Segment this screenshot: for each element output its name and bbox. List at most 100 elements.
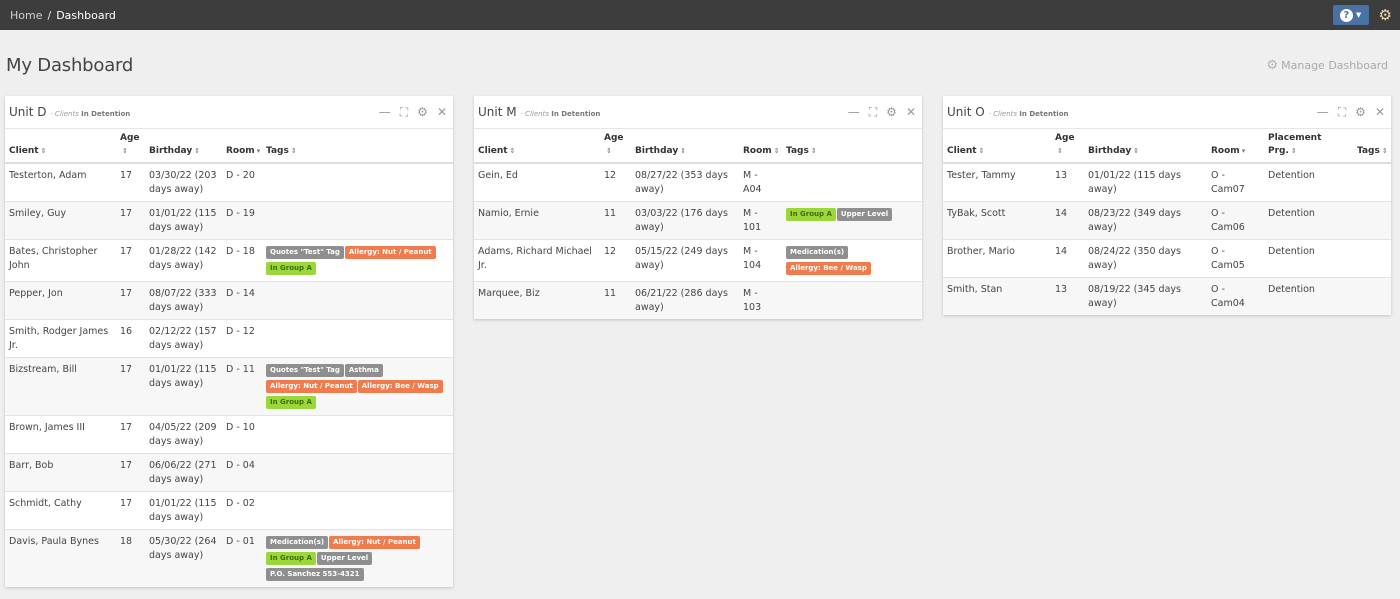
sort-icon[interactable]: ⇕ [509, 147, 516, 155]
cell-client[interactable]: Adams, Richard Michael Jr. [474, 239, 600, 282]
sort-icon[interactable]: ⇕ [810, 147, 817, 155]
cell-client[interactable]: Schmidt, Cathy [5, 491, 116, 530]
sort-icon[interactable]: ⇕ [290, 147, 297, 155]
close-icon[interactable]: ✕ [1374, 105, 1385, 119]
column-header-room[interactable]: Room ▾ [1207, 129, 1264, 164]
table-row[interactable]: Marquee, Biz 11 06/21/22 (286 days away) M … [474, 281, 922, 319]
cell-client[interactable]: Barr, Bob [5, 453, 116, 492]
cell-client[interactable]: Marquee, Biz [474, 281, 600, 319]
cell-client[interactable]: Namio, Ernie [474, 201, 600, 240]
expand-icon[interactable]: ⛶ [1337, 105, 1347, 119]
cell-client[interactable]: Smith, Stan [943, 277, 1051, 315]
table-row[interactable]: Brown, James III 17 04/05/22 (209 days awa… [5, 415, 453, 454]
sort-icon[interactable]: ⇕ [606, 147, 612, 155]
minimize-icon[interactable]: — [847, 105, 860, 119]
table-row[interactable]: TyBak, Scott 14 08/23/22 (349 days away) O … [943, 201, 1391, 240]
column-header-tags[interactable]: Tags ⇕ [1353, 129, 1391, 164]
cell-client[interactable]: Brother, Mario [943, 239, 1051, 278]
cell-client[interactable]: Gein, Ed [474, 162, 600, 202]
cell-age: 17 [116, 201, 145, 240]
cell-client[interactable]: Smith, Rodger James Jr. [5, 319, 116, 358]
gear-icon[interactable]: ⚙ [417, 105, 428, 119]
widget-title: Unit M [478, 105, 517, 119]
cell-client[interactable]: Brown, James III [5, 415, 116, 454]
cell-client[interactable]: Testerton, Adam [5, 162, 116, 202]
sort-icon[interactable]: ⇕ [978, 147, 985, 155]
cell-tags [262, 162, 453, 202]
cell-tags: Medication(s) Allergy: Nut / Peanut In Gro… [262, 529, 453, 587]
column-header-tags[interactable]: Tags ⇕ [782, 129, 922, 164]
close-icon[interactable]: ✕ [905, 105, 916, 119]
column-header-birthday[interactable]: Birthday ⇕ [145, 129, 222, 164]
cell-client[interactable]: TyBak, Scott [943, 201, 1051, 240]
sort-icon[interactable]: ⇕ [1381, 147, 1388, 155]
gear-icon[interactable]: ⚙ [1378, 5, 1392, 24]
sort-icon[interactable]: ⇕ [40, 147, 47, 155]
table-row[interactable]: Barr, Bob 17 06/06/22 (271 days away) D - 0… [5, 453, 453, 492]
sort-icon[interactable]: ⇕ [1133, 147, 1140, 155]
table-row[interactable]: Namio, Ernie 11 03/03/22 (176 days away) M … [474, 201, 922, 240]
column-header-age[interactable]: Age ⇕ [116, 129, 145, 164]
column-header-placement-prg[interactable]: Placement Prg. ⇕ [1264, 129, 1353, 164]
cell-room: O - Cam06 [1207, 201, 1264, 240]
expand-icon[interactable]: ⛶ [399, 105, 409, 119]
table-row[interactable]: Pepper, Jon 17 08/07/22 (333 days away) D -… [5, 281, 453, 320]
help-dropdown-button[interactable]: ? ▼ [1332, 5, 1369, 25]
cell-client[interactable]: Smiley, Guy [5, 201, 116, 240]
table-row[interactable]: Bates, Christopher John 17 01/28/22 (142 d… [5, 239, 453, 282]
table-row[interactable]: Davis, Paula Bynes 18 05/30/22 (264 days a… [5, 529, 453, 587]
cell-client[interactable]: Bates, Christopher John [5, 239, 116, 282]
column-header-age[interactable]: Age ⇕ [600, 129, 631, 164]
cell-client[interactable]: Tester, Tammy [943, 162, 1051, 202]
cell-age: 11 [600, 201, 631, 240]
minimize-icon[interactable]: — [1316, 105, 1329, 119]
cell-age: 12 [600, 239, 631, 282]
table-row[interactable]: Testerton, Adam 17 03/30/22 (203 days away… [5, 162, 453, 202]
table-row[interactable]: Bizstream, Bill 17 01/01/22 (115 days away… [5, 357, 453, 416]
tag-badge: In Group A [266, 262, 316, 275]
column-header-birthday[interactable]: Birthday ⇕ [631, 129, 739, 164]
breadcrumb-home-link[interactable]: Home [10, 8, 43, 22]
manage-dashboard-link[interactable]: ⚙ Manage Dashboard [1266, 58, 1388, 73]
cell-room: D - 18 [222, 239, 262, 282]
column-header-age[interactable]: Age ⇕ [1051, 129, 1084, 164]
column-header-birthday[interactable]: Birthday ⇕ [1084, 129, 1207, 164]
table-row[interactable]: Schmidt, Cathy 17 01/01/22 (115 days away)… [5, 491, 453, 530]
gear-icon[interactable]: ⚙ [1355, 105, 1366, 119]
expand-icon[interactable]: ⛶ [868, 105, 878, 119]
sort-icon[interactable]: ▾ [1241, 147, 1246, 155]
cell-client[interactable]: Pepper, Jon [5, 281, 116, 320]
table-row[interactable]: Adams, Richard Michael Jr. 12 05/15/22 (24… [474, 239, 922, 282]
column-header-client[interactable]: Client ⇕ [943, 129, 1051, 164]
column-header-client[interactable]: Client ⇕ [474, 129, 600, 164]
table-row[interactable]: Smith, Rodger James Jr. 16 02/12/22 (157 d… [5, 319, 453, 358]
table-row[interactable]: Smith, Stan 13 08/19/22 (345 days away) O -… [943, 277, 1391, 315]
page-header: My Dashboard ⚙ Manage Dashboard [6, 55, 1388, 76]
sort-icon[interactable]: ⇕ [194, 147, 201, 155]
sort-icon[interactable]: ⇕ [680, 147, 687, 155]
column-header-client[interactable]: Client ⇕ [5, 129, 116, 164]
tag-badge: P.O. Sanchez 553-4321 [266, 568, 364, 581]
sort-icon[interactable]: ⇕ [1057, 147, 1063, 155]
table-row[interactable]: Smiley, Guy 17 01/01/22 (115 days away) D -… [5, 201, 453, 240]
top-navbar: Home / Dashboard ? ▼ ⚙ [0, 0, 1400, 30]
column-header-tags[interactable]: Tags ⇕ [262, 129, 453, 164]
close-icon[interactable]: ✕ [436, 105, 447, 119]
column-header-room[interactable]: Room ⇕ [739, 129, 782, 164]
gear-icon[interactable]: ⚙ [886, 105, 897, 119]
cell-client[interactable]: Davis, Paula Bynes [5, 529, 116, 587]
table-row[interactable]: Brother, Mario 14 08/24/22 (350 days away)… [943, 239, 1391, 278]
sort-icon[interactable]: ▾ [256, 147, 261, 155]
cell-birthday: 08/19/22 (345 days away) [1084, 277, 1207, 315]
sort-icon[interactable]: ⇕ [1290, 147, 1297, 155]
column-header-room[interactable]: Room ▾ [222, 129, 262, 164]
table-row[interactable]: Gein, Ed 12 08/27/22 (353 days away) M - A0… [474, 162, 922, 202]
minimize-icon[interactable]: — [378, 105, 391, 119]
cell-client[interactable]: Bizstream, Bill [5, 357, 116, 416]
sort-icon[interactable]: ⇕ [773, 147, 780, 155]
cell-birthday: 08/07/22 (333 days away) [145, 281, 222, 320]
sort-icon[interactable]: ⇕ [122, 147, 128, 155]
clients-table: Client ⇕ Age ⇕ Birthday ⇕ Room ▾ Placement Prg. ⇕… [943, 129, 1391, 315]
table-row[interactable]: Tester, Tammy 13 01/01/22 (115 days away) O… [943, 162, 1391, 202]
tag-badge: Upper Level [316, 552, 373, 565]
